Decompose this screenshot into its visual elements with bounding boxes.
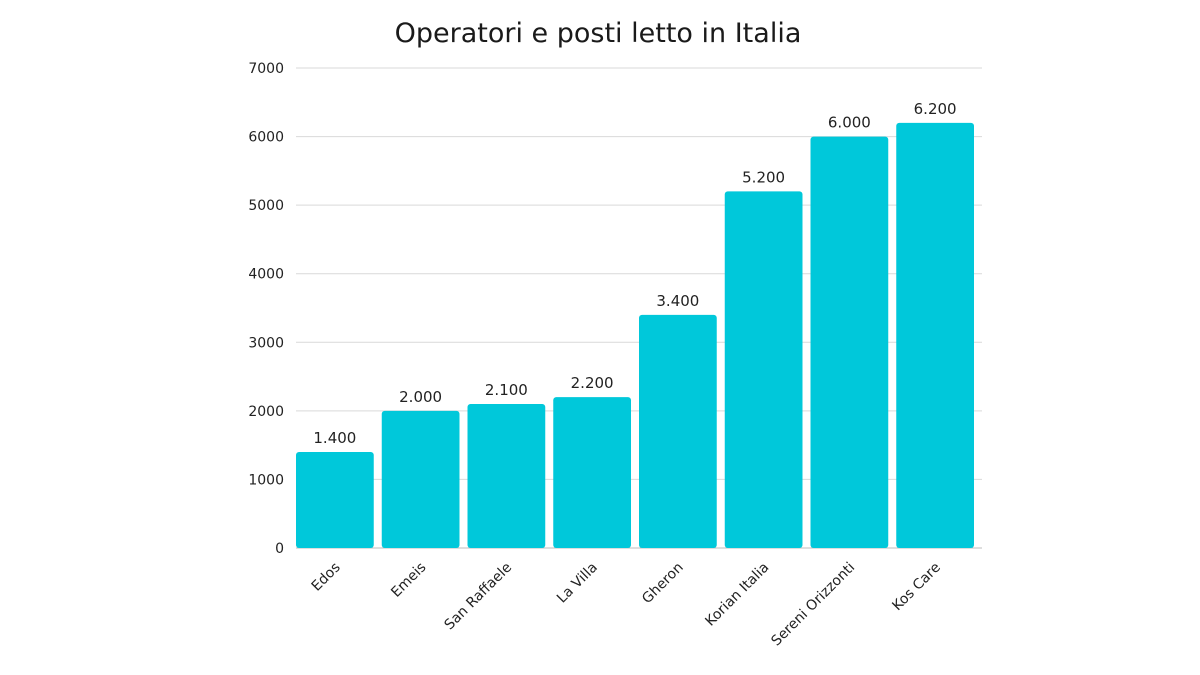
y-tick-label: 0 <box>275 541 284 557</box>
bar <box>296 452 374 548</box>
chart-title: Operatori e posti letto in Italia <box>395 18 802 49</box>
data-label: 1.400 <box>313 429 356 447</box>
x-tick-label: Korian Italia <box>702 560 772 630</box>
bar <box>896 122 974 548</box>
y-tick-label: 7000 <box>248 61 284 77</box>
y-tick-label: 4000 <box>248 267 284 283</box>
bar <box>381 410 460 548</box>
y-tick-label: 5000 <box>248 198 284 214</box>
bar <box>810 136 889 549</box>
bar <box>639 314 717 548</box>
value-labels: 1.400 2.000 2.100 2.200 3.400 5.200 6.000 6.200 <box>313 100 956 447</box>
data-label: 2.200 <box>571 374 614 392</box>
data-label: 2.100 <box>485 381 528 399</box>
bar <box>724 191 803 548</box>
data-label: 3.400 <box>656 292 699 310</box>
bars <box>296 122 974 549</box>
y-tick-label: 1000 <box>248 472 284 488</box>
y-axis-ticks: 0 1000 2000 3000 4000 5000 6000 7000 <box>248 61 284 557</box>
data-label: 2.000 <box>399 388 442 406</box>
x-tick-label: San Raffaele <box>442 560 516 634</box>
bar <box>553 397 631 548</box>
x-tick-label: Edos <box>309 560 344 595</box>
x-tick-label: Sereni Orizzonti <box>768 560 858 650</box>
data-label: 6.200 <box>914 100 957 118</box>
y-tick-label: 2000 <box>248 404 284 420</box>
bar <box>467 404 546 548</box>
x-tick-label: Gheron <box>639 560 687 608</box>
x-tick-label: Emeis <box>388 560 429 601</box>
y-tick-label: 6000 <box>248 130 284 146</box>
data-label: 5.200 <box>742 168 785 186</box>
x-tick-label: Kos Care <box>889 560 944 615</box>
y-tick-label: 3000 <box>248 335 284 351</box>
x-axis-ticks: Edos Emeis San Raffaele La Villa Gheron Koria… <box>309 560 944 650</box>
x-tick-label: La Villa <box>554 560 601 607</box>
data-label: 6.000 <box>828 114 871 132</box>
